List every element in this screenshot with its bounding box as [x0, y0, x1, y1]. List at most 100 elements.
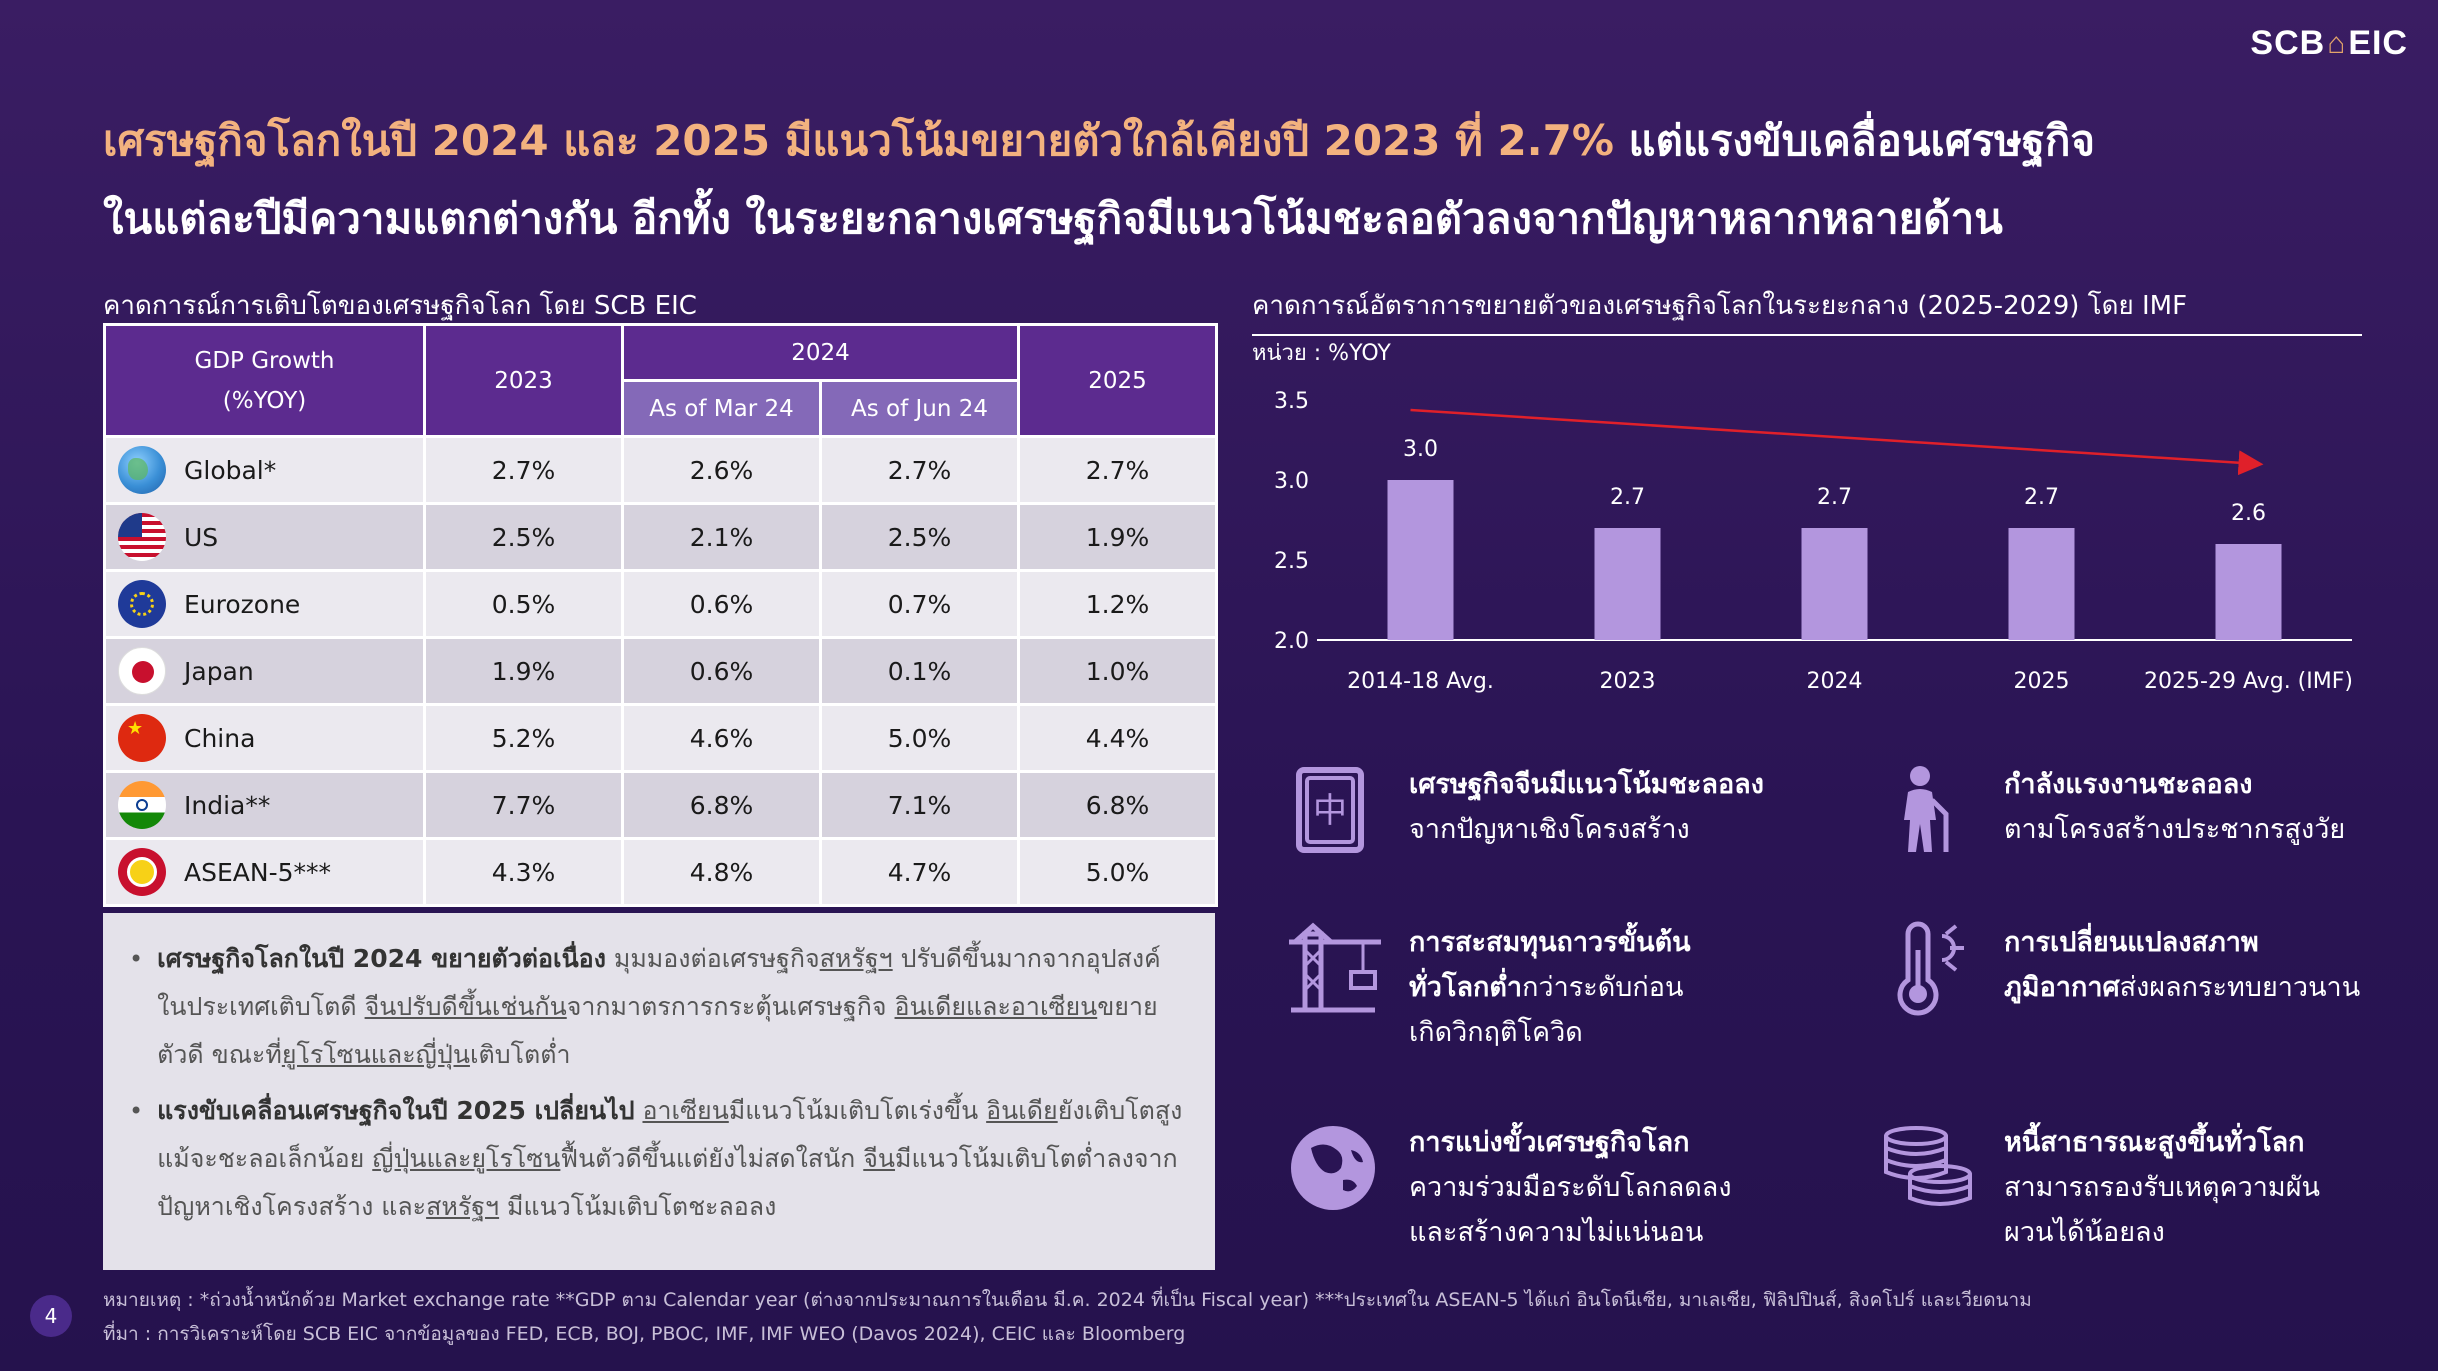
- chart-section-title: คาดการณ์อัตราการขยายตัวของเศรษฐกิจโลกในร…: [1252, 285, 2362, 336]
- growth-value-y2023: 1.9%: [423, 637, 624, 706]
- country-name: Japan: [184, 656, 254, 686]
- us-flag-icon: [118, 513, 166, 561]
- table-section-title: คาดการณ์การเติบโตของเศรษฐกิจโลก โดย SCB …: [103, 291, 697, 321]
- growth-value-y2023: 7.7%: [423, 771, 624, 840]
- driver-china-slowdown: 中 เศรษฐกิจจีนมีแนวโน้มชะลอลง จากปัญหาเชิ…: [1285, 762, 1764, 858]
- driver-3-title-2: ทั่วโลกต่ำ: [1409, 972, 1523, 1003]
- driver-5-desc-2: และสร้างความไม่แน่นอน: [1409, 1217, 1704, 1248]
- country-name: India**: [184, 790, 271, 820]
- driver-climate-change: การเปลี่ยนแปลงสภาพ ภูมิอากาศส่งผลกระทบยา…: [1880, 920, 2360, 1016]
- growth-value-mar24: 2.1%: [621, 503, 822, 572]
- growth-value-jun24: 0.1%: [818, 637, 1021, 706]
- driver-6-desc: สามารถรองรับเหตุความผัน: [2004, 1172, 2321, 1203]
- growth-value-y2025: 1.2%: [1017, 570, 1219, 639]
- driver-3-title: การสะสมทุนถาวรขั้นต้น: [1409, 927, 1691, 958]
- growth-value-jun24: 4.7%: [818, 838, 1021, 907]
- country-name: US: [184, 522, 219, 552]
- bullet-1-underline: สหรัฐฯ: [819, 944, 893, 973]
- footnote: หมายเหตุ : *ถ่วงน้ำหนักด้วย Market excha…: [103, 1283, 2032, 1351]
- growth-value-y2025: 6.8%: [1017, 771, 1219, 840]
- bar: [2008, 528, 2075, 640]
- driver-4-desc: ส่งผลกระทบยาวนาน: [2119, 972, 2361, 1003]
- data-label: 2.7: [2024, 485, 2059, 510]
- trend-arrow: [1410, 408, 2264, 476]
- growth-value-mar24: 6.8%: [621, 771, 822, 840]
- x-tick-label: 2025-29 Avg. (IMF): [2144, 669, 2353, 694]
- data-label: 2.7: [1610, 485, 1645, 510]
- growth-value-jun24: 5.0%: [818, 704, 1021, 773]
- x-tick-label: 2014-18 Avg.: [1347, 669, 1494, 694]
- bullet-text: เศรษฐกิจโลกในปี 2024 ขยายตัวต่อเนื่อง มุ…: [157, 935, 1187, 1079]
- growth-value-mar24: 2.6%: [621, 436, 822, 505]
- bullet-1-text: เติบโตต่ำ: [469, 1040, 571, 1069]
- driver-5-title: การแบ่งขั้วเศรษฐกิจโลก: [1409, 1127, 1690, 1158]
- header-2024: 2024: [620, 323, 1021, 382]
- table-row: US 2.5% 2.1% 2.5% 1.9%: [103, 503, 1219, 572]
- footnote-source: ที่มา : การวิเคราะห์โดย SCB EIC จากข้อมู…: [103, 1323, 1186, 1345]
- growth-value-y2025: 4.4%: [1017, 704, 1219, 773]
- country-cell: China: [103, 704, 426, 773]
- growth-value-jun24: 7.1%: [818, 771, 1021, 840]
- header-gdp-growth-unit: (%YOY): [222, 387, 307, 414]
- x-tick-label: 2023: [1600, 669, 1656, 694]
- driver-3-desc: กว่าระดับก่อน: [1522, 972, 1684, 1003]
- chart-unit-label: หน่วย : %YOY: [1252, 341, 1391, 366]
- country-cell: Japan: [103, 637, 426, 706]
- table-row: ASEAN-5*** 4.3% 4.8% 4.7% 5.0%: [103, 838, 1219, 907]
- driver-2-desc: ตามโครงสร้างประชากรสูงวัย: [2004, 814, 2346, 845]
- growth-value-mar24: 0.6%: [621, 637, 822, 706]
- driver-capital-formation: การสะสมทุนถาวรขั้นต้น ทั่วโลกต่ำกว่าระดั…: [1285, 920, 1691, 1055]
- india-flag-icon: [118, 781, 166, 829]
- driver-6-title: หนี้สาธารณะสูงขึ้นทั่วโลก: [2004, 1127, 2305, 1158]
- data-label: 2.6: [2231, 501, 2266, 526]
- page-headline: เศรษฐกิจโลกในปี 2024 และ 2025 มีแนวโน้มข…: [103, 102, 2343, 258]
- growth-value-mar24: 0.6%: [621, 570, 822, 639]
- bullet-1-bold: เศรษฐกิจโลกในปี 2024 ขยายตัวต่อเนื่อง: [157, 944, 606, 973]
- y-tick-label: 2.5: [1274, 549, 1309, 574]
- asean-flag-icon: [118, 848, 166, 896]
- bar: [2215, 544, 2282, 640]
- bullet-1-text: จากมาตรการกระตุ้นเศรษฐกิจ: [566, 992, 895, 1021]
- header-gdp-growth: GDP Growth (%YOY): [103, 323, 426, 438]
- logo-scb: SCB: [2250, 24, 2326, 62]
- imf-growth-chart: 2.0 2.5 3.0 3.5 3.0 2014-18 Avg. 2.7 2023 2.7 202…: [1274, 389, 2353, 694]
- bullet-1-underline: อินเดียและอาเซียน: [894, 992, 1098, 1021]
- country-cell: US: [103, 503, 426, 572]
- globe-icon: [118, 446, 166, 494]
- growth-value-y2025: 5.0%: [1017, 838, 1219, 907]
- gdp-forecast-table: GDP Growth (%YOY) 2023 2024 2025 As of M…: [103, 323, 1219, 907]
- driver-4-title-2: ภูมิอากาศ: [2004, 972, 2120, 1003]
- growth-value-jun24: 0.7%: [818, 570, 1021, 639]
- driver-4-title: การเปลี่ยนแปลงสภาพ: [2004, 927, 2259, 958]
- country-cell: India**: [103, 771, 426, 840]
- table-row: Global* 2.7% 2.6% 2.7% 2.7%: [103, 436, 1219, 505]
- globe-asia-icon: [1291, 1126, 1375, 1210]
- bullet-text: แรงขับเคลื่อนเศรษฐกิจในปี 2025 เปลี่ยนไป…: [157, 1087, 1187, 1231]
- y-tick-label: 3.5: [1274, 389, 1309, 414]
- elderly-person-icon: [1904, 766, 1949, 852]
- growth-value-y2023: 0.5%: [423, 570, 624, 639]
- driver-5-desc: ความร่วมมือระดับโลกลดลง: [1409, 1172, 1732, 1203]
- bullet-1-text: ขยายตัวดี ขณะที่: [157, 992, 1158, 1069]
- x-tick-label: 2024: [1807, 669, 1863, 694]
- growth-value-y2025: 1.0%: [1017, 637, 1219, 706]
- page-number: 4: [30, 1295, 72, 1337]
- bullet-item: • เศรษฐกิจโลกในปี 2024 ขยายตัวต่อเนื่อง …: [129, 935, 1187, 1079]
- y-tick-label: 3.0: [1274, 469, 1309, 494]
- header-as-of-jun-24: As of Jun 24: [818, 379, 1021, 438]
- growth-value-jun24: 2.7%: [818, 436, 1021, 505]
- bullet-2-text: มีแนวโน้มเติบโตชะลอลง: [499, 1192, 777, 1221]
- growth-value-mar24: 4.6%: [621, 704, 822, 773]
- bullet-1-text: ปรับดีขึ้นมากจากอุปสงค์ในประเทศเติบโตดี: [157, 944, 1161, 1021]
- driver-labor-force: กำลังแรงงานชะลอลง ตามโครงสร้างประชากรสูง…: [1880, 762, 2345, 858]
- scb-eic-logo: SCB ⌂ EIC: [2250, 24, 2408, 63]
- country-cell: Eurozone: [103, 570, 426, 639]
- table-row: China 5.2%4.6%5.0%4.4%: [103, 704, 1219, 773]
- headline-part2: แต่แรงขับเคลื่อนเศรษฐกิจ: [1613, 116, 2096, 165]
- construction-crane-icon: [1289, 922, 1381, 1013]
- logo-roof-icon: ⌂: [2327, 26, 2347, 60]
- coin-stack-icon: [1884, 1126, 1972, 1206]
- bullet-2-underline: อินเดีย: [986, 1096, 1058, 1125]
- driver-public-debt: หนี้สาธารณะสูงขึ้นทั่วโลก สามารถรองรับเห…: [1880, 1120, 2320, 1255]
- bullet-2-text: มีแนวโน้มเติบโตเร่งขึ้น: [728, 1096, 987, 1125]
